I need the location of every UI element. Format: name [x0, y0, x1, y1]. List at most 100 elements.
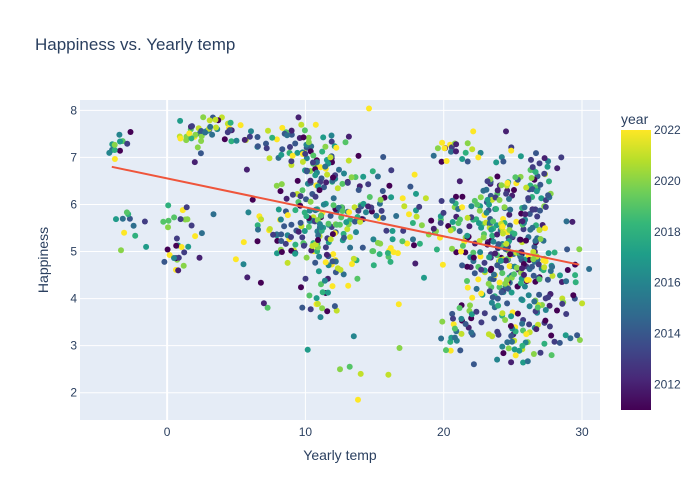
data-point — [551, 249, 558, 256]
data-point — [544, 276, 551, 283]
data-point — [508, 333, 515, 339]
data-point — [248, 128, 254, 135]
data-point — [491, 315, 498, 322]
data-point — [529, 164, 536, 171]
data-point — [537, 207, 543, 214]
data-point — [507, 323, 514, 329]
data-point — [471, 270, 478, 277]
data-point — [278, 181, 285, 188]
data-point — [445, 223, 452, 229]
data-point — [475, 276, 482, 283]
data-point — [111, 147, 118, 153]
data-point — [299, 304, 306, 311]
data-point — [453, 141, 460, 148]
data-point — [111, 141, 118, 148]
data-point — [175, 267, 182, 274]
data-point — [292, 140, 299, 147]
data-point — [279, 124, 286, 131]
data-point — [337, 366, 343, 373]
data-point — [478, 224, 485, 231]
data-point — [315, 237, 321, 243]
data-point — [294, 177, 301, 184]
data-point — [232, 256, 239, 263]
data-point — [178, 244, 185, 250]
data-point — [266, 226, 273, 232]
data-point — [459, 156, 466, 162]
data-point — [470, 254, 477, 261]
data-point — [198, 230, 205, 237]
data-point — [481, 259, 488, 266]
data-point — [320, 134, 327, 141]
data-point — [341, 170, 347, 177]
data-point — [495, 241, 502, 248]
data-point — [542, 307, 549, 313]
data-point — [478, 319, 485, 326]
data-point — [484, 196, 491, 203]
data-point — [412, 260, 419, 267]
data-point — [499, 310, 506, 317]
data-point — [384, 250, 391, 256]
data-point — [541, 155, 548, 162]
data-point — [278, 231, 285, 238]
data-point — [307, 177, 314, 184]
data-point — [318, 281, 324, 288]
data-point — [536, 276, 543, 283]
data-point — [303, 213, 310, 220]
data-point — [546, 178, 552, 185]
data-point — [503, 128, 509, 135]
data-point — [459, 204, 466, 211]
data-point — [320, 201, 327, 208]
data-point — [451, 325, 458, 332]
data-point — [233, 137, 240, 144]
data-point — [379, 188, 386, 194]
data-point — [277, 188, 284, 195]
data-point — [507, 251, 514, 258]
data-point — [433, 246, 440, 253]
data-point — [373, 212, 380, 219]
data-point — [117, 147, 123, 154]
data-point — [476, 220, 482, 227]
data-point — [523, 184, 530, 191]
data-point — [411, 242, 417, 249]
data-point — [495, 331, 502, 338]
data-point — [551, 338, 558, 345]
data-point — [355, 207, 362, 214]
data-point — [166, 252, 173, 258]
data-point — [324, 171, 331, 178]
data-point — [486, 254, 493, 261]
data-point — [449, 245, 455, 252]
data-point — [495, 302, 502, 309]
data-point — [489, 333, 496, 340]
data-point — [177, 216, 184, 223]
data-point — [499, 270, 506, 277]
data-point — [485, 280, 492, 287]
data-point — [530, 248, 537, 255]
data-point — [323, 251, 330, 258]
data-point — [316, 253, 323, 260]
data-point — [264, 304, 271, 311]
data-point — [141, 218, 148, 225]
data-point — [207, 123, 214, 130]
chart-title: Happiness vs. Yearly temp — [35, 35, 235, 54]
data-point — [517, 153, 524, 160]
data-point — [254, 222, 261, 229]
data-point — [524, 358, 531, 365]
data-point — [275, 206, 282, 213]
trendline — [111, 165, 580, 266]
data-point — [503, 240, 510, 247]
data-point — [579, 300, 586, 307]
data-point — [305, 139, 312, 146]
data-point — [453, 148, 459, 155]
x-tick-labels: 0 10 20 30 — [164, 425, 589, 439]
data-point — [302, 150, 309, 157]
data-point — [319, 148, 326, 155]
data-point — [279, 146, 286, 153]
data-point — [529, 263, 535, 270]
data-point — [343, 219, 350, 226]
data-point — [319, 305, 326, 312]
data-point — [130, 222, 137, 229]
data-point — [502, 280, 509, 287]
data-point — [336, 166, 342, 173]
data-point — [512, 174, 519, 181]
